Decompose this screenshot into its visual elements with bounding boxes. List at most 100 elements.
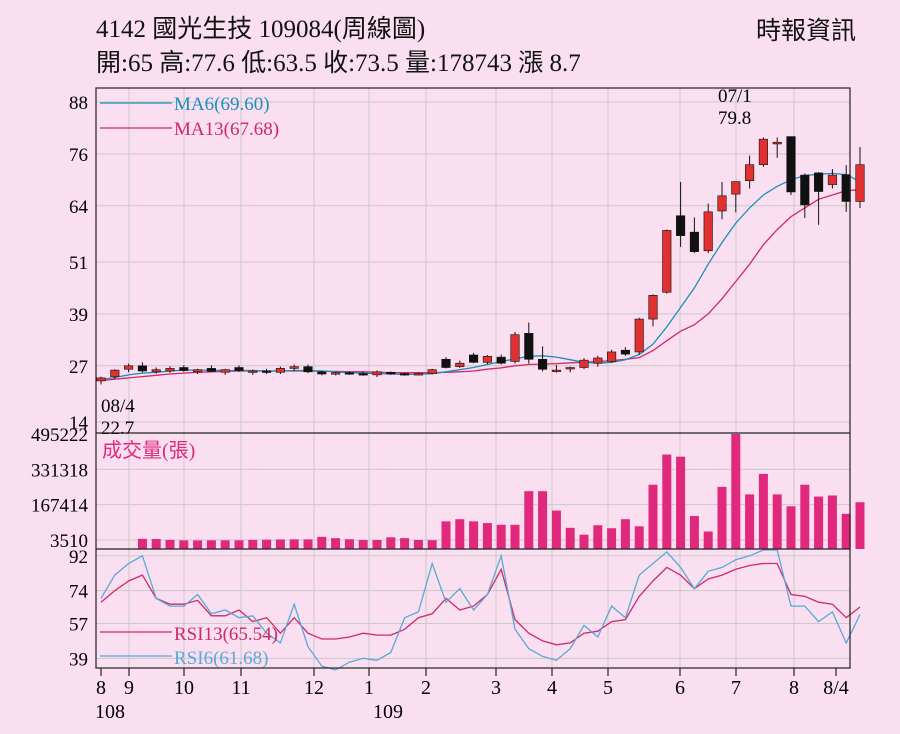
candle-body [400, 373, 410, 376]
volume-bar [151, 539, 161, 549]
candle-body [593, 357, 603, 364]
high-annotation-date: 07/1 [718, 86, 752, 107]
candle-body [344, 372, 354, 375]
price-tick-label: 27 [69, 357, 88, 378]
low-annotation-value: 22.7 [101, 418, 134, 439]
volume-tick-label: 495222 [31, 425, 88, 446]
data-source: 時報資訊 [755, 18, 856, 45]
candle-body [648, 294, 658, 320]
volume-bar [676, 456, 686, 549]
price-tick-label: 51 [69, 253, 88, 274]
month-label: 3 [491, 677, 501, 699]
volume-bar [510, 524, 520, 549]
volume-bar [193, 540, 203, 549]
grid-lines [96, 88, 850, 668]
candle-body [689, 231, 699, 252]
volume-bar [607, 528, 617, 549]
candle-body [703, 211, 713, 252]
candle-body [717, 195, 727, 212]
candle-body [469, 354, 479, 363]
price-stats: 開:65 高:77.6 低:63.5 收:73.5 量:178743 漲 8.7 [96, 50, 581, 77]
volume-bar [303, 539, 313, 549]
volume-bar [496, 524, 506, 549]
volume-bar [538, 491, 548, 549]
volume-bar [482, 523, 492, 549]
volume-bar [855, 502, 865, 549]
ma6-line-group [100, 172, 861, 381]
volume-bar [344, 539, 354, 549]
volume-bar [689, 515, 699, 549]
candle-body [372, 371, 382, 376]
candle-body [827, 174, 837, 185]
candle-body [358, 373, 368, 376]
rsi6-line [100, 549, 861, 671]
volume-bar [800, 484, 810, 549]
price-tick-label: 64 [69, 197, 89, 218]
candle-body [206, 368, 216, 372]
rsi6-line-group [100, 549, 861, 671]
rsi13-line-group [100, 562, 861, 646]
rsi13-legend: RSI13(65.54) [174, 624, 278, 645]
candle-body [262, 370, 272, 373]
volume-bar [220, 540, 230, 549]
volume-bar [248, 539, 258, 549]
volume-tick-label: 3510 [50, 531, 88, 552]
month-label: 1 [364, 677, 374, 699]
candle-body [441, 358, 451, 368]
candle-body [786, 136, 796, 193]
rsi6-legend: RSI6(61.68) [174, 648, 268, 669]
ma13-line [100, 189, 861, 382]
ma6-legend: MA6(69.60) [174, 94, 270, 115]
candle-body [151, 369, 161, 373]
candle-body [731, 181, 741, 195]
candle-body [800, 174, 810, 206]
candle-body [331, 372, 341, 375]
volume-bar [206, 540, 216, 549]
candle-body [124, 365, 134, 370]
volume-bar [634, 526, 644, 549]
month-label: 11 [231, 677, 250, 699]
year-label: 108 [95, 701, 125, 723]
volume-tick-label: 331318 [31, 460, 88, 481]
month-label: 9 [124, 677, 134, 699]
volume-tick-label: 167414 [31, 496, 89, 517]
volume-bar [137, 538, 147, 549]
rsi-tick-label: 74 [69, 582, 89, 603]
volume-bar [593, 525, 603, 549]
candle-body [524, 333, 534, 360]
candle-body [234, 367, 244, 371]
volume-bar [786, 506, 796, 549]
price-tick-label: 76 [69, 145, 88, 166]
candle-body [772, 141, 782, 145]
candles [96, 136, 865, 385]
ma13-legend: MA13(67.68) [174, 119, 279, 140]
rsi-tick-label: 92 [69, 547, 88, 568]
high-annotation-value: 79.8 [718, 108, 751, 129]
candle-body [455, 362, 465, 367]
candle-body [179, 367, 189, 371]
volume-bar [469, 521, 479, 549]
ma13-line-group [100, 189, 861, 382]
chart-title: 4142 國光生技 109084(周線圖) [96, 16, 426, 43]
volume-bar [289, 539, 299, 549]
volume-bar [703, 531, 713, 549]
rsi-tick-label: 57 [69, 615, 88, 636]
volume-bar [179, 540, 189, 549]
volume-bar [565, 527, 575, 549]
volume-bar [427, 540, 437, 549]
low-annotation-date: 08/4 [101, 396, 135, 417]
volume-bar [317, 536, 327, 549]
candle-body [248, 370, 258, 373]
candle-body [110, 369, 120, 377]
candle-body [482, 355, 492, 363]
rsi-tick-label: 39 [69, 649, 88, 670]
candle-body [289, 366, 299, 369]
volume-bar [745, 494, 755, 549]
volume-bar [827, 495, 837, 549]
month-label: 5 [603, 677, 613, 699]
rsi13-line [100, 562, 861, 646]
candle-body [413, 373, 423, 376]
